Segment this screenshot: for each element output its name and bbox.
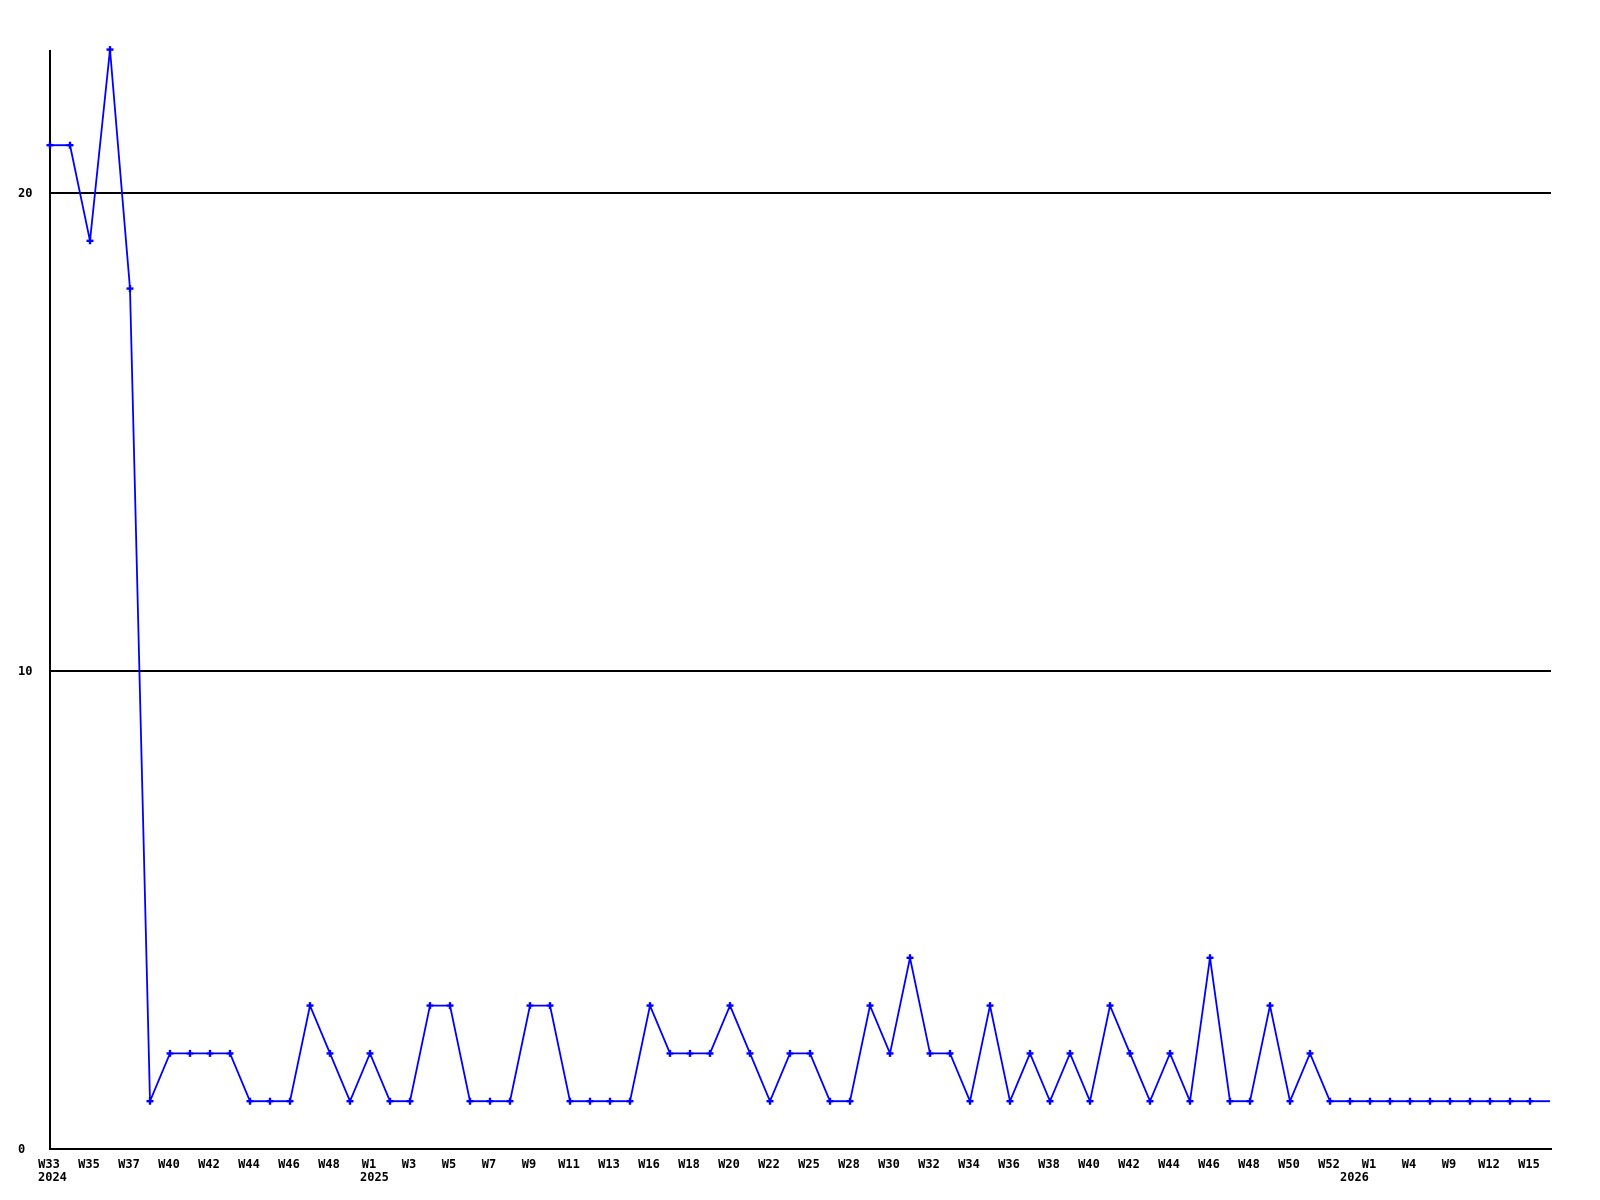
x-tick-label: W30 xyxy=(878,1157,900,1171)
year-label: 2025 xyxy=(360,1170,389,1184)
x-tick-label: W16 xyxy=(638,1157,660,1171)
x-tick-label: W1 xyxy=(362,1157,376,1171)
x-tick-label: W36 xyxy=(998,1157,1020,1171)
x-tick-label: W44 xyxy=(1158,1157,1180,1171)
x-tick-label: W18 xyxy=(678,1157,700,1171)
x-tick-label: W22 xyxy=(758,1157,780,1171)
x-tick-label: W11 xyxy=(558,1157,580,1171)
x-tick-label: W13 xyxy=(598,1157,620,1171)
x-tick-label: W33 xyxy=(38,1157,60,1171)
year-labels: 2024 2025 2026 xyxy=(38,1170,1369,1184)
x-tick-label: W4 xyxy=(1402,1157,1416,1171)
year-label: 2024 xyxy=(38,1170,67,1184)
x-tick-label: W9 xyxy=(1442,1157,1456,1171)
data-series-line xyxy=(50,49,1550,1105)
x-tick-label: W46 xyxy=(278,1157,300,1171)
x-tick-label: W48 xyxy=(318,1157,340,1171)
x-tick-label: W9 xyxy=(522,1157,536,1171)
x-tick-label: W32 xyxy=(918,1157,940,1171)
x-tick-label: W40 xyxy=(158,1157,180,1171)
y-axis-labels: 0 10 20 xyxy=(18,186,32,1156)
data-point-markers xyxy=(46,46,1534,1105)
x-tick-label: W46 xyxy=(1198,1157,1220,1171)
x-tick-label: W5 xyxy=(442,1157,456,1171)
y-tick-label: 0 xyxy=(18,1142,25,1156)
x-tick-label: W15 xyxy=(1518,1157,1540,1171)
x-tick-label: W7 xyxy=(482,1157,496,1171)
series-polyline xyxy=(50,49,1550,1105)
year-label: 2026 xyxy=(1340,1170,1369,1184)
x-axis-labels: W33 W35 W37 W40 W42 W44 W46 W48 W1 W3 W5 W7 W9 W11 W13… xyxy=(38,1157,1540,1171)
x-tick-label: W3 xyxy=(402,1157,416,1171)
grid-lines xyxy=(49,192,1551,672)
x-tick-label: W12 xyxy=(1478,1157,1500,1171)
x-tick-label: W48 xyxy=(1238,1157,1260,1171)
x-tick-label: W1 xyxy=(1362,1157,1376,1171)
x-tick-label: W34 xyxy=(958,1157,980,1171)
x-tick-label: W38 xyxy=(1038,1157,1060,1171)
x-tick-label: W44 xyxy=(238,1157,260,1171)
x-tick-label: W28 xyxy=(838,1157,860,1171)
x-tick-label: W40 xyxy=(1078,1157,1100,1171)
y-tick-label: 10 xyxy=(18,664,32,678)
x-tick-label: W52 xyxy=(1318,1157,1340,1171)
x-tick-label: W42 xyxy=(1118,1157,1140,1171)
x-tick-label: W35 xyxy=(78,1157,100,1171)
y-tick-label: 20 xyxy=(18,186,32,200)
axes xyxy=(49,50,1552,1150)
x-tick-label: W25 xyxy=(798,1157,820,1171)
x-tick-label: W20 xyxy=(718,1157,740,1171)
x-tick-label: W42 xyxy=(198,1157,220,1171)
data-point-marker-plus xyxy=(46,46,1534,1105)
x-tick-label: W37 xyxy=(118,1157,140,1171)
x-tick-label: W50 xyxy=(1278,1157,1300,1171)
